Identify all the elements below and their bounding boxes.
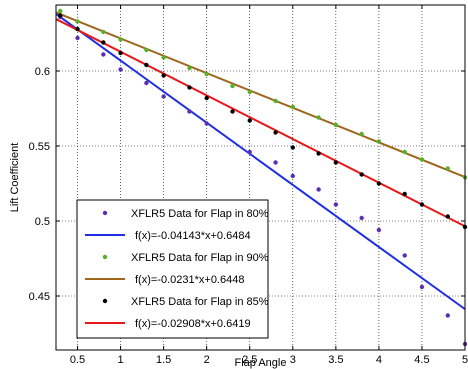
y-tick-label: 0.5: [35, 216, 50, 228]
data-point: [273, 98, 278, 104]
data-point: [161, 55, 166, 60]
data-point: [402, 191, 407, 197]
data-point: [144, 80, 149, 86]
data-point: [419, 284, 425, 290]
x-tick-label: 4.5: [414, 354, 429, 366]
legend-entry-label: f(x)=-0.04143*x+0.6484: [135, 230, 251, 242]
legend-entry-label: XFLR5 Data for Flap in 85%: [131, 296, 269, 308]
x-tick-label: 3: [290, 354, 296, 366]
data-point: [144, 62, 149, 68]
data-point: [419, 202, 425, 207]
data-point: [75, 26, 80, 32]
data-point: [204, 95, 209, 101]
data-point: [376, 139, 382, 144]
data-point: [230, 83, 235, 89]
x-tick-label: 2: [204, 354, 210, 366]
plot-series: [55, 8, 468, 347]
data-point: [333, 160, 339, 165]
data-point: [247, 118, 252, 123]
x-tick-label: 4: [376, 354, 382, 366]
data-point: [204, 71, 209, 77]
data-point: [230, 109, 235, 114]
data-point: [58, 8, 63, 14]
data-point: [402, 253, 407, 258]
data-point: [247, 149, 252, 155]
data-point: [445, 166, 450, 171]
x-axis-label: Flap Angle: [235, 357, 287, 369]
data-point: [359, 172, 364, 177]
data-point: [161, 73, 166, 78]
data-point: [445, 313, 450, 318]
legend-entry-label: f(x)=-0.0231*x+0.6448: [135, 274, 244, 286]
data-point: [333, 122, 339, 128]
data-point: [419, 157, 425, 162]
data-point: [273, 130, 278, 135]
x-tick-label: 5: [462, 354, 468, 366]
data-point: [359, 215, 364, 221]
data-point: [58, 13, 63, 18]
legend-marker: [102, 210, 108, 216]
data-point: [118, 37, 123, 42]
legend-box: [76, 199, 269, 339]
y-tick-label: 0.6: [35, 66, 50, 78]
x-tick-label: 1.5: [156, 354, 171, 366]
x-tick-label: 0.5: [70, 354, 85, 366]
x-tick-label: 3.5: [328, 354, 343, 366]
y-tick-label: 0.45: [29, 291, 50, 303]
data-point: [187, 85, 192, 90]
data-point: [290, 104, 295, 110]
legend-entry-label: XFLR5 Data for Flap in 80%: [131, 208, 269, 220]
data-point: [75, 19, 80, 24]
x-tick-label: 1: [118, 354, 124, 366]
data-point: [161, 94, 166, 99]
fit-line: [55, 11, 466, 178]
y-axis-label: Lift Coefficient: [9, 143, 21, 213]
data-point: [445, 214, 450, 219]
legend: XFLR5 Data for Flap in 80% f(x)=-0.04143*…: [76, 199, 269, 339]
data-point: [118, 67, 123, 72]
data-point: [118, 50, 123, 56]
data-point: [101, 40, 106, 45]
data-point: [359, 131, 364, 137]
x-tick-label: 2.5: [242, 354, 257, 366]
data-point: [290, 145, 295, 150]
data-point: [316, 151, 321, 156]
data-point: [101, 52, 106, 57]
data-point: [247, 89, 252, 95]
data-point: [290, 173, 295, 179]
data-point: [101, 29, 106, 35]
axis-ticks: 0.5 1 1.5 2 2.5 3 3.5 4 4.5 5 0.45 0.5 0.55 0.6: [29, 5, 468, 366]
y-tick-label: 0.55: [29, 141, 50, 153]
data-point: [376, 181, 382, 186]
data-point: [333, 202, 339, 207]
legend-entry-label: XFLR5 Data for Flap in 90%: [131, 252, 269, 264]
data-point: [273, 160, 278, 165]
data-point: [316, 187, 321, 192]
data-point: [75, 35, 80, 41]
data-point: [187, 65, 192, 71]
legend-marker: [102, 298, 108, 304]
data-point: [376, 227, 382, 233]
legend-marker: [102, 254, 108, 260]
data-point: [316, 115, 321, 120]
data-point: [204, 121, 209, 126]
data-point: [187, 109, 192, 114]
data-point: [144, 47, 149, 53]
fit-line: [55, 18, 466, 228]
axes-box: [55, 4, 466, 351]
fit-line: [55, 13, 466, 310]
data-point: [402, 149, 407, 155]
legend-entry-label: f(x)=-0.02908*x+0.6419: [135, 318, 251, 330]
